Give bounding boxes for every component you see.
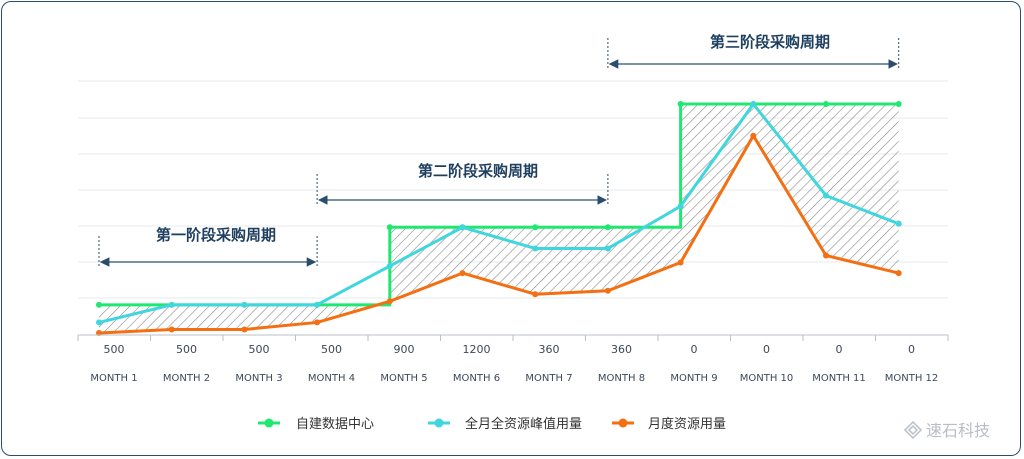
- watermark: 速石科技: [903, 420, 990, 440]
- series-3-point-10: [750, 132, 757, 139]
- watermark-text: 速石科技: [926, 421, 990, 440]
- series-3-line: [98, 134, 900, 335]
- series-2-line: [98, 102, 900, 324]
- category-label-10: MONTH 10: [740, 373, 794, 384]
- category-label-5: MONTH 5: [380, 373, 427, 384]
- legend-marker-cyan: [434, 418, 444, 428]
- series-2-point-2: [168, 301, 175, 308]
- series-2-point-9: [677, 203, 684, 210]
- legend-marker-green: [264, 418, 274, 428]
- legend-item-peak: 全月全资源峰值用量: [428, 416, 582, 432]
- legend: 自建数据中心 全月全资源峰值用量 月度资源用量: [258, 416, 726, 432]
- phase-3-label: 第三阶段采购周期: [710, 33, 830, 51]
- value-label-10: 0: [763, 343, 770, 356]
- value-label-11: 0: [836, 343, 843, 356]
- logo-icon: [903, 420, 923, 440]
- legend-label-2: 全月全资源峰值用量: [465, 416, 582, 432]
- value-label-7: 360: [539, 343, 560, 356]
- value-label-2: 500: [176, 343, 197, 356]
- category-label-12: MONTH 12: [885, 373, 939, 384]
- hatched-gap-area: [99, 104, 899, 333]
- value-label-8: 360: [611, 343, 632, 356]
- series-3-point-5: [386, 298, 393, 305]
- series-3-point-2: [168, 326, 175, 333]
- series-3-point-3: [241, 326, 248, 333]
- category-label-9: MONTH 9: [670, 373, 717, 384]
- value-label-3: 500: [249, 343, 270, 356]
- series-1-point-5: [386, 224, 393, 231]
- series-3-point-9: [677, 259, 684, 266]
- legend-label-3: 月度资源用量: [648, 416, 726, 432]
- value-label-6: 1200: [463, 343, 491, 356]
- series-3-point-7: [532, 291, 539, 298]
- series-1-point-7: [532, 224, 539, 231]
- legend-label-1: 自建数据中心: [296, 417, 374, 432]
- value-label-9: 0: [691, 343, 698, 356]
- series-3-point-8: [604, 287, 611, 294]
- series-1-point-12: [895, 101, 902, 107]
- series-1-point-9: [677, 101, 684, 107]
- series-2-point-11: [823, 192, 829, 199]
- series-3-point-11: [823, 252, 829, 259]
- series-2-point-8: [604, 245, 611, 252]
- series-1-point-8: [604, 224, 611, 231]
- category-label-7: MONTH 7: [525, 373, 572, 384]
- series-2-point-1: [96, 319, 102, 326]
- category-label-8: MONTH 8: [598, 373, 645, 384]
- series-3-point-12: [895, 270, 902, 277]
- value-label-4: 500: [321, 343, 342, 356]
- category-label-1: MONTH 1: [90, 373, 137, 384]
- legend-item-self-built: 自建数据中心: [258, 417, 374, 432]
- category-label-6: MONTH 6: [453, 373, 500, 384]
- value-label-1: 500: [104, 343, 125, 356]
- series-2-point-5: [386, 263, 393, 270]
- category-label-2: MONTH 2: [163, 373, 210, 384]
- series-2-point-4: [314, 301, 321, 308]
- series-1-point-1: [96, 301, 102, 308]
- series-2-point-7: [532, 245, 539, 252]
- value-label-12: 0: [908, 343, 915, 356]
- phase-1-label: 第一阶段采购周期: [156, 226, 276, 244]
- series-2-point-6: [459, 224, 466, 231]
- series-3-point-4: [314, 319, 321, 326]
- series-2-point-12: [895, 220, 902, 227]
- series-1-point-11: [823, 101, 829, 107]
- series-2-point-10: [750, 101, 757, 107]
- legend-item-monthly: 月度资源用量: [612, 416, 726, 432]
- series-3-point-6: [459, 270, 466, 277]
- series-2-point-3: [241, 301, 248, 308]
- value-label-5: 900: [394, 343, 415, 356]
- category-label-4: MONTH 4: [308, 373, 355, 384]
- legend-marker-orange: [618, 418, 628, 428]
- category-label-11: MONTH 11: [812, 373, 866, 384]
- phase-2-label: 第二阶段采购周期: [418, 162, 538, 180]
- category-label-3: MONTH 3: [235, 373, 282, 384]
